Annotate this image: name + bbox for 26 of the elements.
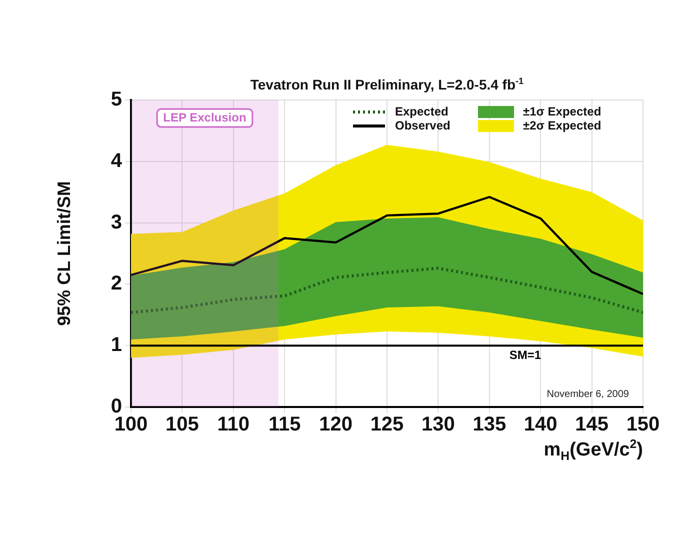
legend-label: Observed [395,118,450,132]
x-tick-label: 125 [370,414,404,436]
legend-label: ±1σ Expected [523,104,602,118]
x-tick-label: 105 [166,414,199,436]
x-tick-label: 135 [472,414,506,436]
x-tick-label: 120 [319,414,352,436]
y-tick-label: 4 [110,150,123,172]
y-tick-label: 5 [110,88,122,111]
x-axis-title: m$_{H}$(GeV/c$^{2}$) [544,437,643,464]
legend-label: Expected [395,104,448,118]
x-tick-label: 150 [626,414,660,436]
y-tick-label: 1 [110,334,122,356]
y-tick-label: 2 [110,272,122,295]
x-tick-label: 110 [217,414,250,436]
line-series [131,266,643,314]
legend-label: ±2σ Expected [523,118,602,132]
annotation: November 6, 2009 [546,388,630,400]
x-tick-label: 145 [575,414,608,436]
x-tick-label: 130 [422,414,455,436]
y-axis-title: 95% CL Limit/SM [54,181,74,326]
y-tick-label: 3 [110,211,122,234]
ref-line-label: SM=1 [509,348,542,362]
chart-title: Tevatron Run II Preliminary, L=2.0-5.4 fb$^{-1}$ [249,76,525,93]
x-tick-label: 140 [524,414,558,436]
x-tick-label: 115 [268,414,301,436]
band-label: LEP Exclusion [163,110,246,124]
